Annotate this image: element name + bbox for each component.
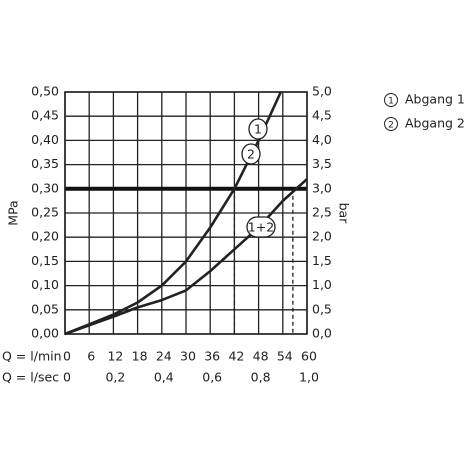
x2-tick-label: 0,6 — [202, 370, 222, 385]
y2-tick-label: 3,0 — [312, 180, 332, 195]
y-tick-label: 0,40 — [31, 132, 59, 147]
y2-axis-label: bar — [337, 203, 352, 225]
y-tick-label: 0,50 — [31, 84, 59, 99]
plot-border — [64, 91, 308, 335]
x-tick-label: 24 — [156, 349, 172, 364]
x2-axis-label: Q = l/sec — [2, 370, 59, 385]
y2-tick-label: 3,5 — [312, 156, 332, 171]
curve-label-outline — [248, 118, 268, 140]
x-tick-label: 60 — [301, 349, 317, 364]
y-tick-label: 0,30 — [31, 180, 59, 195]
legend-number: 1 — [388, 97, 394, 107]
curve-label: 1+2 — [248, 220, 274, 235]
y2-tick-label: 0,5 — [312, 301, 332, 316]
legend-outline — [384, 117, 398, 131]
legend-label: Abgang 1 — [405, 92, 465, 107]
y-axis-label: MPa — [6, 200, 21, 225]
curve-label: 1 — [254, 122, 262, 137]
curve-label-outline — [246, 216, 276, 238]
y-tick-label: 0,00 — [31, 326, 59, 341]
x-tick-label: 54 — [277, 349, 293, 364]
x-axis-label: Q = l/min — [2, 349, 62, 364]
legend-outline — [384, 93, 398, 107]
y2-tick-label: 2,5 — [312, 205, 332, 220]
y2-tick-label: 4,5 — [312, 108, 332, 123]
x-tick-label: 36 — [204, 349, 220, 364]
x-tick-label: 0 — [63, 349, 71, 364]
curve — [64, 91, 282, 336]
y2-tick-label: 2,0 — [312, 229, 332, 244]
curve-label-outline — [241, 143, 261, 165]
legend-number: 2 — [388, 121, 394, 131]
x-tick-label: 6 — [87, 349, 95, 364]
x2-tick-label: 0,8 — [251, 370, 271, 385]
y2-tick-label: 4,0 — [312, 132, 332, 147]
y2-tick-label: 0,0 — [312, 326, 332, 341]
y-tick-label: 0,25 — [31, 205, 59, 220]
y-tick-label: 0,35 — [31, 156, 59, 171]
y2-tick-label: 1,5 — [312, 253, 332, 268]
x-tick-label: 42 — [228, 349, 244, 364]
legend-label: Abgang 2 — [405, 116, 465, 131]
x2-tick-label: 0,2 — [105, 370, 125, 385]
y-tick-label: 0,05 — [31, 301, 59, 316]
x2-tick-label: 0 — [63, 370, 71, 385]
y2-tick-label: 5,0 — [312, 84, 332, 99]
y-tick-label: 0,10 — [31, 277, 59, 292]
x2-tick-label: 1,0 — [299, 370, 319, 385]
y-tick-label: 0,45 — [31, 108, 59, 123]
curve-label: 2 — [247, 147, 255, 162]
x-tick-label: 18 — [132, 349, 148, 364]
x-tick-label: 12 — [107, 349, 123, 364]
y-tick-label: 0,20 — [31, 229, 59, 244]
x2-tick-label: 0,4 — [154, 370, 174, 385]
y2-tick-label: 1,0 — [312, 277, 332, 292]
y-tick-label: 0,15 — [31, 253, 59, 268]
x-tick-label: 48 — [253, 349, 269, 364]
x-tick-label: 30 — [180, 349, 196, 364]
